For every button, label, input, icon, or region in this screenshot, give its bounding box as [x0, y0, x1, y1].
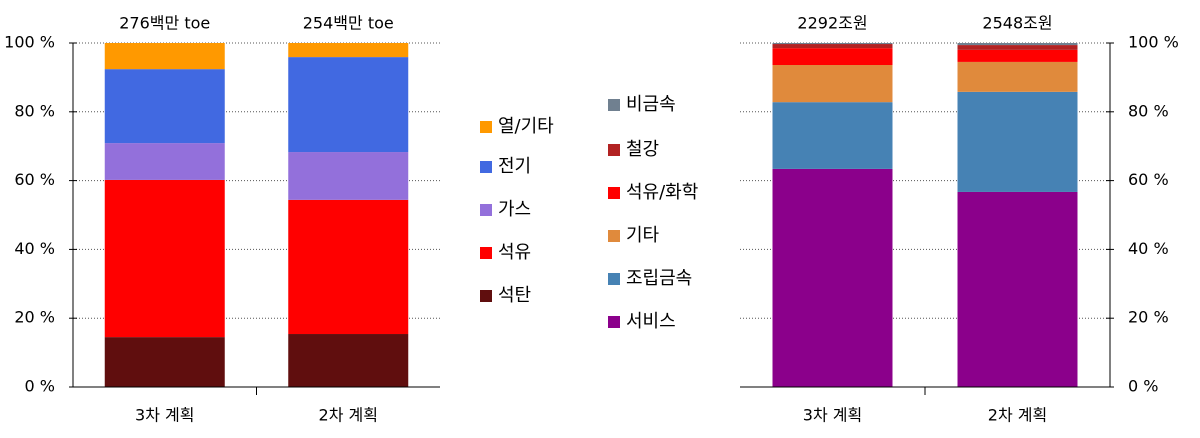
legend-label: 철강 — [626, 139, 659, 160]
bar-segment — [104, 43, 225, 70]
legend-swatch — [480, 204, 492, 216]
legend-label: 석유/화학 — [626, 182, 698, 203]
y-tick-label: 0 % — [1128, 377, 1158, 396]
bar-total-label: 2292조원 — [797, 14, 867, 33]
bar-segment — [957, 45, 1078, 50]
legend-swatch — [480, 247, 492, 259]
legend-swatch — [480, 290, 492, 302]
bar-segment — [104, 337, 225, 387]
bar-segment — [772, 44, 893, 49]
bar-segment — [772, 65, 893, 103]
bar-segment — [288, 199, 409, 335]
x-tick-label: 3차 계획 — [135, 406, 194, 425]
bar-segment — [957, 191, 1078, 387]
bar-segment — [104, 179, 225, 338]
legend-label: 기타 — [626, 225, 660, 246]
bar-segment — [104, 143, 225, 180]
legend-swatch — [608, 144, 620, 156]
legend-swatch — [608, 316, 620, 328]
legend-label: 석유 — [498, 242, 531, 263]
y-tick-label: 0 % — [25, 377, 55, 396]
legend-label: 전기 — [498, 156, 531, 177]
legend-swatch — [480, 161, 492, 173]
bar-segment — [288, 152, 409, 200]
y-tick-label: 60 % — [1128, 170, 1169, 189]
legend-label: 서비스 — [626, 311, 676, 332]
y-tick-label: 40 % — [1128, 239, 1169, 258]
y-tick-label: 80 % — [1128, 101, 1169, 120]
bar-segment — [772, 48, 893, 66]
bar-segment — [772, 43, 893, 45]
legend-swatch — [608, 187, 620, 199]
legend-swatch — [608, 230, 620, 242]
bar-segment — [288, 334, 409, 387]
legend-swatch — [480, 121, 492, 133]
x-tick-label: 2차 계획 — [988, 406, 1047, 425]
bar-segment — [957, 49, 1078, 62]
bar-segment — [957, 61, 1078, 92]
bar-segment — [957, 91, 1078, 192]
bar-segment — [772, 168, 893, 387]
bar-total-label: 2548조원 — [982, 14, 1052, 33]
bar-total-label: 276백만 toe — [119, 14, 210, 33]
bar-segment — [288, 57, 409, 153]
bar-segment — [957, 43, 1078, 46]
bar-segment — [772, 102, 893, 169]
legend-label: 비금속 — [626, 94, 676, 115]
x-tick-label: 3차 계획 — [803, 406, 862, 425]
y-tick-label: 100 % — [4, 33, 55, 52]
y-tick-label: 40 % — [14, 239, 55, 258]
legend-label: 조립금속 — [626, 268, 692, 289]
y-tick-label: 20 % — [1128, 308, 1169, 327]
y-tick-label: 60 % — [14, 170, 55, 189]
legend-label: 열/기타 — [498, 116, 554, 137]
x-tick-label: 2차 계획 — [319, 406, 378, 425]
bar-segment — [104, 69, 225, 144]
y-tick-label: 20 % — [14, 308, 55, 327]
y-tick-label: 80 % — [14, 101, 55, 120]
bar-total-label: 254백만 toe — [303, 14, 394, 33]
y-tick-label: 100 % — [1128, 33, 1179, 52]
bar-segment — [288, 43, 409, 58]
legend-label: 석탄 — [498, 285, 531, 306]
legend-swatch — [608, 99, 620, 111]
legend-label: 가스 — [498, 199, 531, 220]
legend-swatch — [608, 273, 620, 285]
